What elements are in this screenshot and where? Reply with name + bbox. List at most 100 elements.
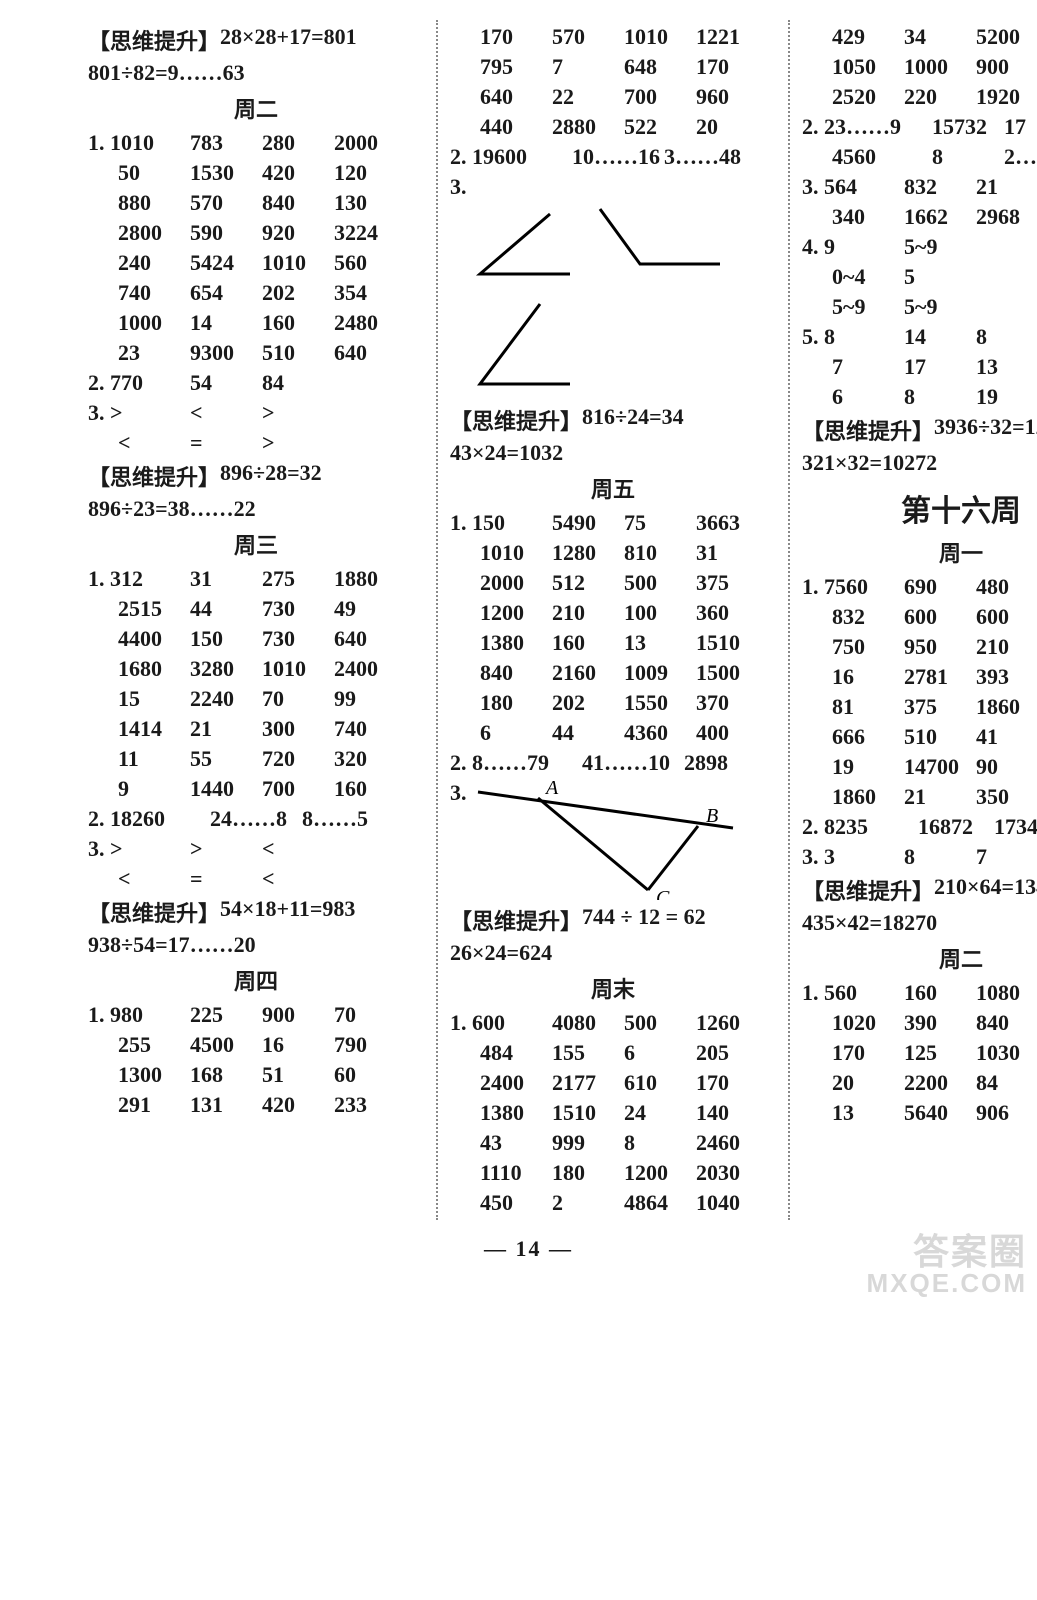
heading-zhou2b: 周二	[802, 942, 1037, 974]
data-cell: 512	[552, 570, 624, 596]
data-cell: 205	[696, 1040, 768, 1066]
data-cell: 5490	[552, 510, 624, 536]
data-cell: 1. 7560	[802, 574, 904, 600]
data-cell: 8	[976, 324, 1037, 350]
data-cell: 1. 980	[88, 1002, 190, 1028]
data-cell	[334, 836, 406, 862]
data-cell: 522	[624, 114, 696, 140]
data-cell: 2460	[696, 1130, 768, 1156]
data-cell: 1. 312	[88, 566, 190, 592]
swts-line: 【思维提升】816÷24=34	[450, 404, 776, 436]
data-cell: 2240	[190, 686, 262, 712]
data-cell	[976, 264, 1037, 290]
data-cell: 354	[334, 280, 406, 306]
data-cell: 510	[262, 340, 334, 366]
data-row: 5. 8148	[802, 324, 1037, 350]
data-cell: 1260	[696, 1010, 768, 1036]
data-cell: 950	[904, 634, 976, 660]
data-cell: 220	[904, 84, 976, 110]
data-row: 24002177610170	[450, 1070, 776, 1096]
data-row: 111018012002030	[450, 1160, 776, 1186]
data-cell: 81	[832, 694, 904, 720]
data-cell: 84	[262, 370, 334, 396]
triangle-diagram: ABC	[473, 780, 738, 900]
data-cell: 15732	[932, 114, 1004, 140]
data-cell: 795	[480, 54, 552, 80]
data-cell: 790	[334, 1032, 406, 1058]
data-cell: 70	[262, 686, 334, 712]
swts-label: 【思维提升】	[450, 404, 582, 436]
swts-expr: 896÷28=32	[220, 460, 322, 492]
swts-label: 【思维提升】	[802, 414, 934, 446]
data-cell: 2160	[552, 660, 624, 686]
data-cell: 920	[262, 220, 334, 246]
data-cell: 50	[118, 160, 190, 186]
data-row: 5~95~9	[802, 294, 1037, 320]
data-cell: >	[190, 836, 262, 862]
data-cell: 7	[832, 354, 904, 380]
data-row: 4399982460	[450, 1130, 776, 1156]
swts-label: 【思维提升】	[88, 24, 220, 56]
data-cell: 2	[552, 1190, 624, 1216]
column-divider-1	[436, 20, 438, 1220]
data-row: 34016622968	[802, 204, 1037, 230]
swts-expr: 54×18+11=983	[220, 896, 355, 928]
data-cell: 75	[624, 510, 696, 536]
data-cell: 2968	[976, 204, 1037, 230]
swts-label: 【思维提升】	[88, 896, 220, 928]
data-cell: 49	[334, 596, 406, 622]
data-cell: 275	[262, 566, 334, 592]
data-cell: 8	[624, 1130, 696, 1156]
data-row: 71713	[802, 354, 1037, 380]
content-columns: 【思维提升】28×28+17=801 801÷82=9……63 周二 1. 10…	[80, 20, 977, 1220]
data-cell: 3663	[696, 510, 768, 536]
data-cell: 1000	[904, 54, 976, 80]
data-cell: 13	[624, 630, 696, 656]
data-cell: 320	[334, 746, 406, 772]
data-cell: 1. 560	[802, 980, 904, 1006]
data-cell: 700	[624, 84, 696, 110]
data-cell: <	[190, 400, 262, 426]
data-cell: 350	[976, 784, 1037, 810]
data-cell: 1530	[190, 160, 262, 186]
data-cell: 450	[480, 1190, 552, 1216]
data-cell: 2515	[118, 596, 190, 622]
data-cell: 170	[832, 1040, 904, 1066]
swts-label: 【思维提升】	[450, 904, 582, 936]
data-cell: 2. 770	[88, 370, 190, 396]
data-cell: >	[262, 430, 334, 456]
data-cell: 21	[190, 716, 262, 742]
column-3: 429345200276105010009001960252022019200 …	[794, 20, 1037, 1220]
data-cell: 600	[976, 604, 1037, 630]
data-cell: 20	[832, 1070, 904, 1096]
data-row: 3. 56483221	[802, 174, 1037, 200]
data-cell: 590	[190, 220, 262, 246]
data-cell: 1010	[262, 656, 334, 682]
data-cell: 2520	[832, 84, 904, 110]
data-cell: 5~9	[832, 294, 904, 320]
data-cell: 15	[118, 686, 190, 712]
data-cell: 610	[624, 1070, 696, 1096]
data-cell: 23	[118, 340, 190, 366]
data-cell: 240	[118, 250, 190, 276]
data-cell: 125	[904, 1040, 976, 1066]
data-cell: 510	[904, 724, 976, 750]
watermark-line2: MXQE.COM	[867, 1270, 1027, 1296]
data-cell: 2. 23……9	[802, 114, 932, 140]
data-cell: 160	[262, 310, 334, 336]
q4: 4. 95~90~455~95~9	[802, 234, 1037, 320]
heading-zhou1: 周一	[802, 536, 1037, 568]
data-row: 3. >><	[88, 836, 424, 862]
data-cell	[756, 144, 776, 170]
data-cell: 600	[904, 604, 976, 630]
zhoumo-cont: 429345200276105010009001960252022019200	[802, 24, 1037, 110]
page-number: — 14 —	[80, 1236, 977, 1262]
data-row: 1. 60040805001260	[450, 1010, 776, 1036]
data-cell: 832	[904, 174, 976, 200]
swts-line2: 26×24=624	[450, 940, 776, 966]
data-cell: 160	[904, 980, 976, 1006]
data-cell	[334, 866, 406, 892]
data-row: 64022700960	[450, 84, 776, 110]
data-cell: 1110	[480, 1160, 552, 1186]
data-cell: 500	[624, 1010, 696, 1036]
